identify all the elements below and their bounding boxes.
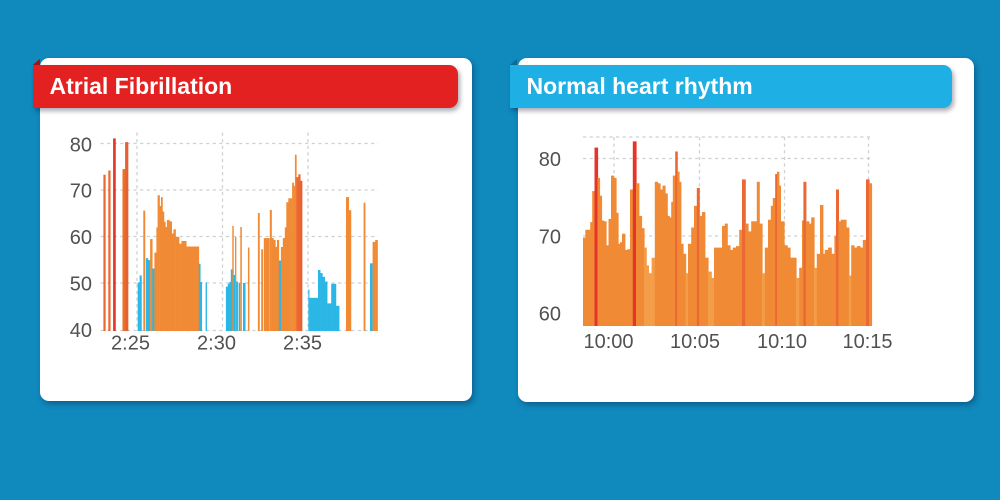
svg-text:70: 70 [539,227,561,249]
svg-text:60: 60 [539,304,561,326]
svg-text:80: 80 [70,135,92,157]
svg-text:2:30: 2:30 [197,333,236,355]
svg-text:2:25: 2:25 [111,333,150,355]
svg-text:10:10: 10:10 [757,331,807,353]
svg-text:80: 80 [539,149,561,171]
svg-text:60: 60 [70,227,92,249]
svg-text:2:35: 2:35 [283,333,322,355]
svg-text:10:05: 10:05 [670,331,720,353]
svg-text:40: 40 [70,320,92,342]
svg-text:50: 50 [70,274,92,296]
svg-text:10:15: 10:15 [842,331,892,353]
svg-text:70: 70 [70,180,92,202]
svg-text:10:00: 10:00 [583,331,633,353]
